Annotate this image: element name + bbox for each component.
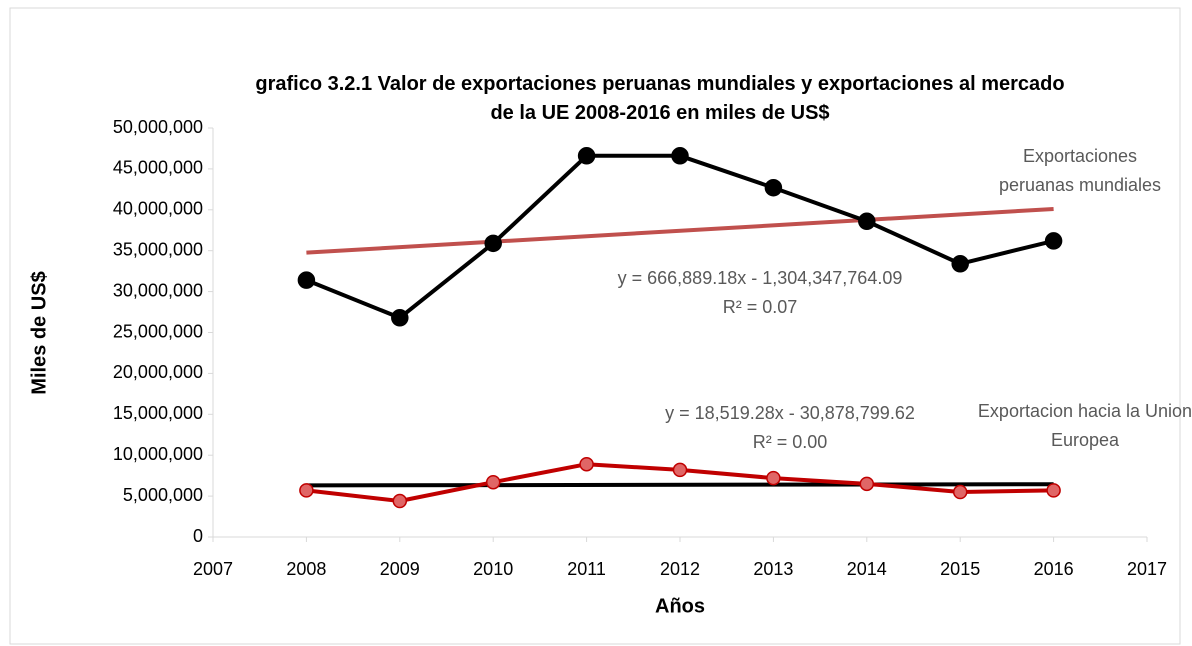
marker — [297, 271, 316, 289]
y-tick-label: 30,000,000 — [113, 280, 203, 300]
y-tick-label: 0 — [193, 526, 203, 546]
x-axis-label: Años — [655, 595, 705, 617]
chart-frame — [9, 7, 1181, 645]
marker — [485, 474, 501, 490]
trendline — [306, 206, 1054, 255]
marker — [671, 147, 689, 165]
x-tick-label: 2007 — [193, 559, 233, 579]
trend-r2: R² = 0.00 — [752, 432, 828, 452]
trend-r2: R² = 0.07 — [722, 297, 798, 317]
trendline — [306, 482, 1054, 488]
marker — [951, 255, 969, 273]
x-tick-label: 2015 — [940, 559, 980, 579]
y-tick-label: 35,000,000 — [113, 239, 203, 259]
y-tick-label: 10,000,000 — [113, 444, 203, 464]
marker — [391, 309, 409, 327]
series-label: Exportaciones peruanas mundiales — [998, 146, 1162, 195]
marker — [579, 456, 594, 472]
x-tick-label: 2012 — [660, 559, 700, 579]
marker — [392, 493, 408, 509]
trend-equation: y = 18,519.28x - 30,878,799.62 — [665, 403, 915, 423]
y-axis-label: Miles de US$ — [28, 271, 50, 394]
marker — [299, 483, 314, 498]
x-tick-label: 2010 — [473, 559, 513, 579]
marker — [1044, 232, 1063, 250]
marker — [484, 234, 502, 253]
marker — [859, 476, 875, 492]
x-tick-label: 2013 — [753, 559, 793, 579]
y-tick-label: 15,000,000 — [113, 403, 203, 423]
trend-equation: y = 666,889.18x - 1,304,347,764.09 — [617, 268, 903, 288]
x-tick-label: 2017 — [1127, 559, 1167, 579]
y-tick-label: 45,000,000 — [113, 158, 203, 178]
marker — [672, 462, 688, 478]
x-tick-label: 2011 — [567, 559, 606, 579]
y-tick-label: 20,000,000 — [113, 362, 203, 382]
y-tick-label: 40,000,000 — [113, 199, 203, 219]
marker — [766, 470, 781, 486]
marker — [1046, 483, 1061, 498]
x-tick-label: 2016 — [1034, 559, 1074, 579]
y-tick-label: 25,000,000 — [113, 321, 203, 341]
marker — [858, 212, 876, 231]
marker — [764, 178, 783, 197]
marker — [952, 484, 968, 500]
marker — [577, 147, 596, 165]
y-tick-label: 50,000,000 — [113, 117, 203, 137]
chart-title: grafico 3.2.1 Valor de exportaciones per… — [255, 73, 1065, 124]
x-tick-label: 2008 — [286, 559, 326, 579]
y-tick-label: 5,000,000 — [123, 485, 203, 505]
x-tick-label: 2009 — [380, 559, 420, 579]
series-label: Exportacion hacia la Union Europea — [977, 401, 1192, 450]
x-tick-label: 2014 — [847, 559, 887, 579]
